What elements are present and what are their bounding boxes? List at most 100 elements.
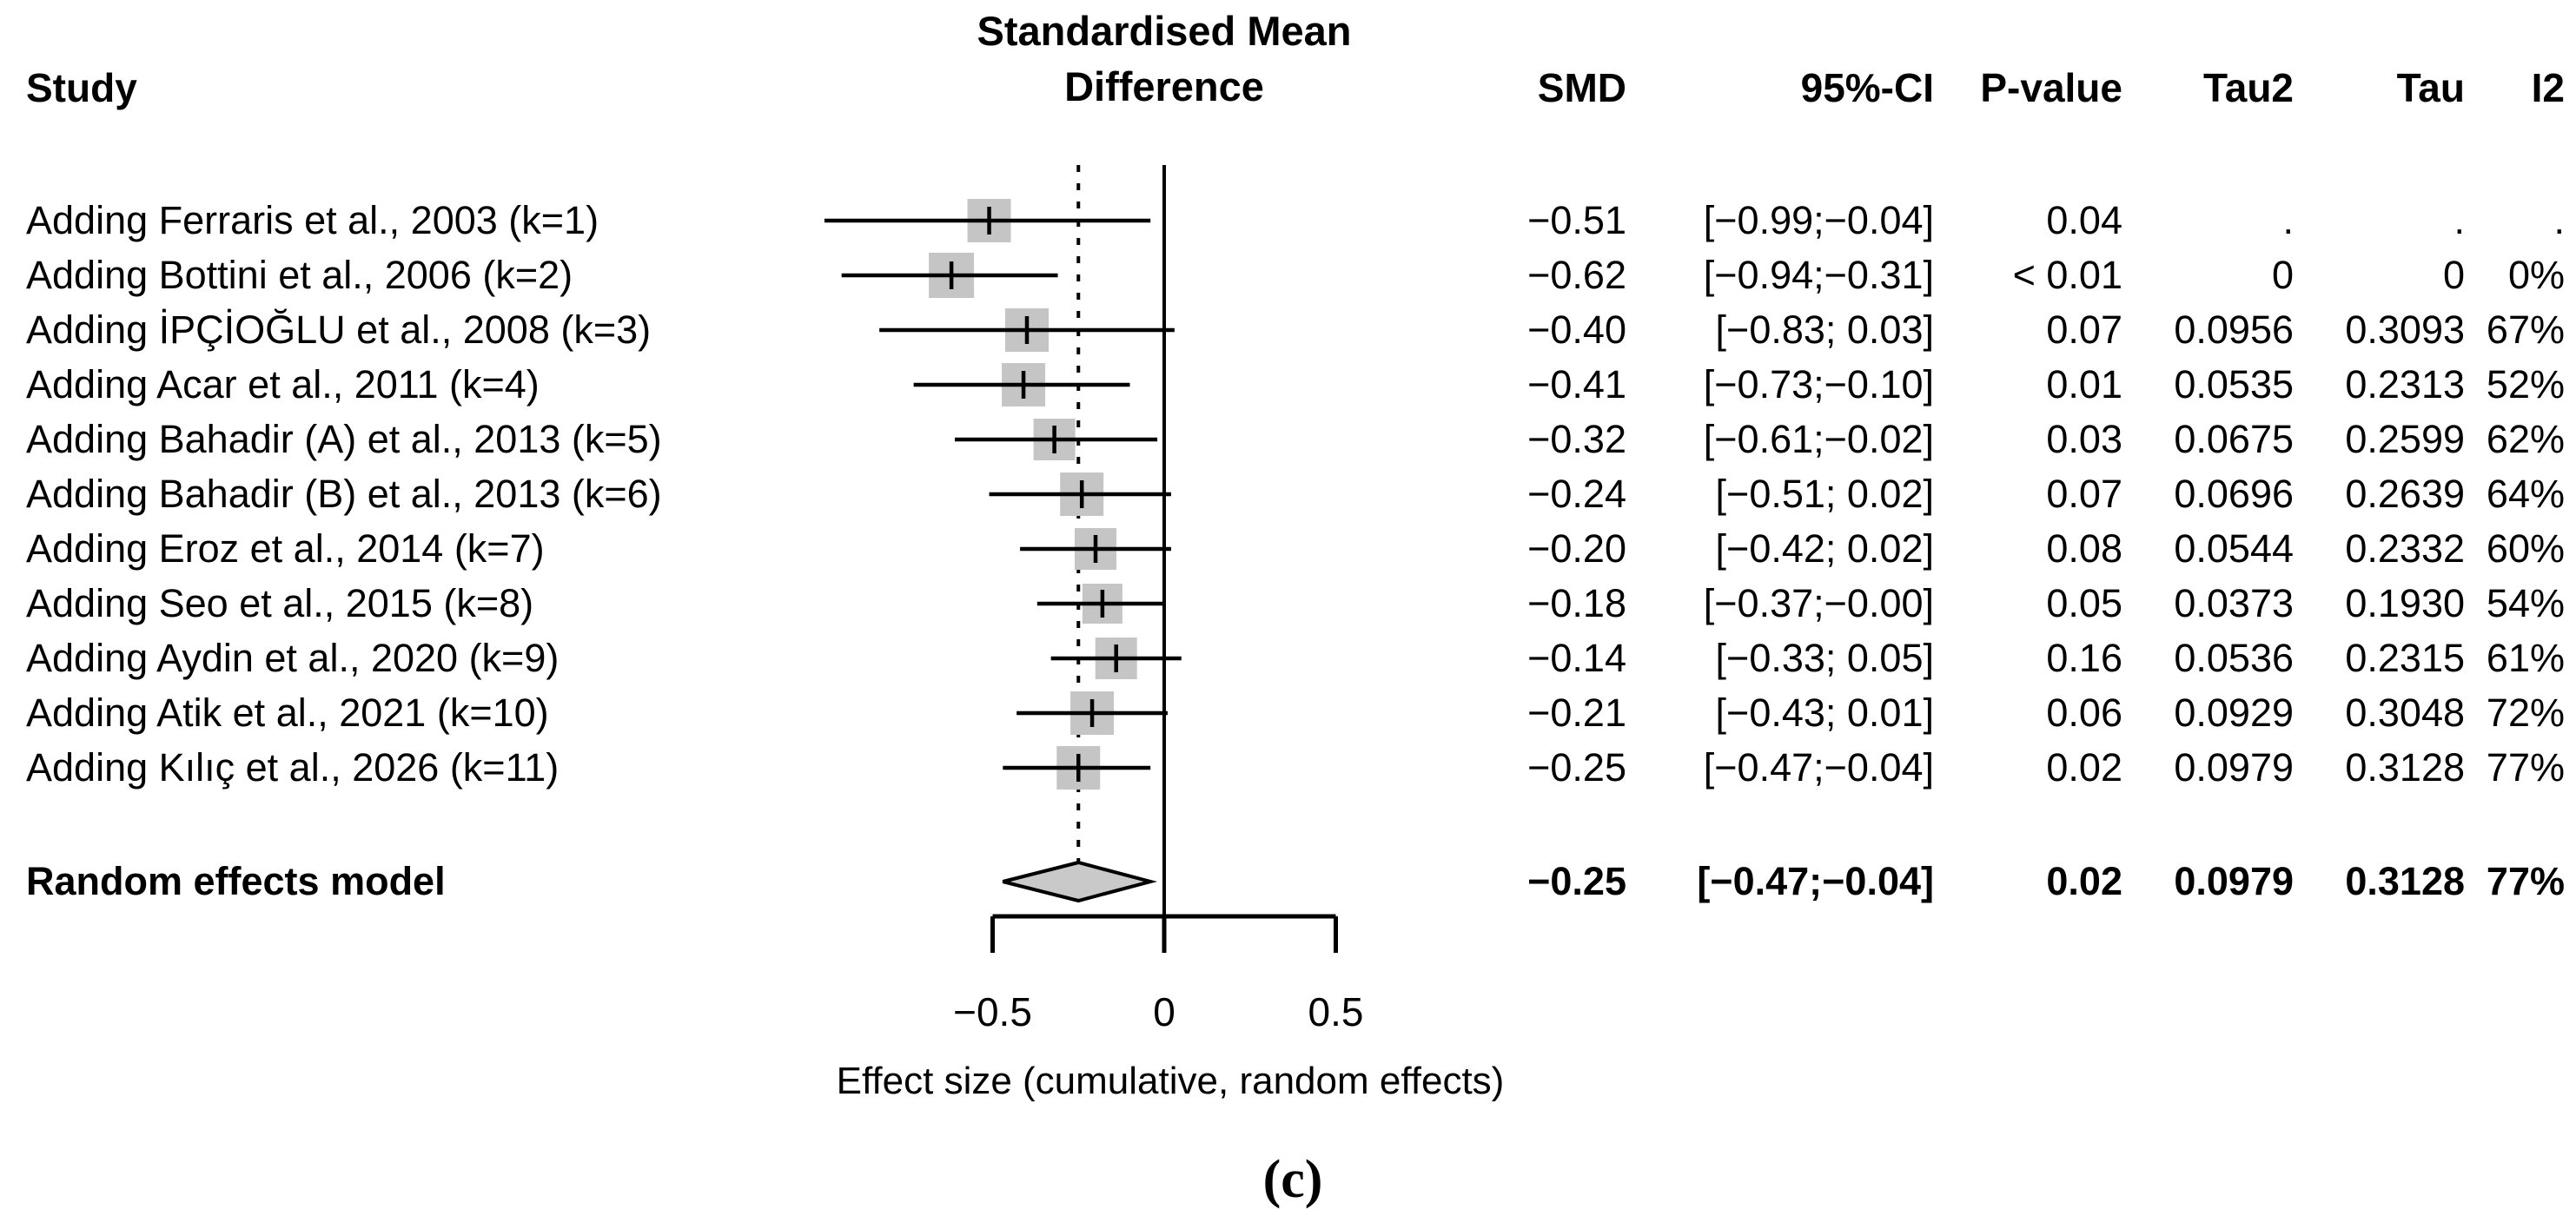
pvalue-value: 0.06 xyxy=(2046,691,2122,735)
study-row: Adding Bahadir (A) et al., 2013 (k=5) −0.… xyxy=(0,413,2576,466)
i2-column-header: I2 xyxy=(2531,65,2565,110)
study-row: Adding Kılıç et al., 2026 (k=11) −0.25 [−0… xyxy=(0,741,2576,795)
pvalue-column-header: P-value xyxy=(1980,65,2122,110)
smd-value: −0.25 xyxy=(1527,745,1626,790)
tau-value: 0.2599 xyxy=(2345,417,2465,461)
tau-value: 0.3128 xyxy=(2345,859,2465,903)
study-label: Adding Seo et al., 2015 (k=8) xyxy=(26,581,534,625)
study-label: Adding Kılıç et al., 2026 (k=11) xyxy=(26,745,560,790)
tau-value: 0.3093 xyxy=(2345,307,2465,352)
study-column-header: Study xyxy=(26,65,137,110)
study-label: Adding Bahadir (B) et al., 2013 (k=6) xyxy=(26,472,662,516)
i2-value: 77% xyxy=(2486,859,2565,903)
ci-value: [−0.51; 0.02] xyxy=(1715,472,1934,516)
i2-value: . xyxy=(2553,198,2565,242)
pooled-row: Random effects model −0.25 [−0.47;−0.04] 0.… xyxy=(0,855,2576,909)
pvalue-value: 0.08 xyxy=(2046,526,2122,571)
study-label: Adding Aydin et al., 2020 (k=9) xyxy=(26,636,560,680)
plot-title-line2: Difference xyxy=(1064,63,1264,109)
pvalue-value: 0.03 xyxy=(2046,417,2122,461)
study-label: Adding Bottini et al., 2006 (k=2) xyxy=(26,253,573,297)
study-label: Adding İPÇİOĞLU et al., 2008 (k=3) xyxy=(26,307,652,352)
tau-value: 0.1930 xyxy=(2345,581,2465,625)
pooled-diamond xyxy=(1002,860,1158,903)
ci-value: [−0.47;−0.04] xyxy=(1703,745,1934,790)
study-row: Adding Ferraris et al., 2003 (k=1) −0.51 [… xyxy=(0,194,2576,248)
study-row: Adding Atik et al., 2021 (k=10) −0.21 [−0.… xyxy=(0,686,2576,740)
tau-value: . xyxy=(2453,198,2465,242)
tau2-value: 0.0929 xyxy=(2174,691,2294,735)
pvalue-value: 0.02 xyxy=(2046,859,2122,903)
study-label: Random effects model xyxy=(26,859,446,903)
tau-value: 0.3128 xyxy=(2345,745,2465,790)
smd-value: −0.32 xyxy=(1527,417,1626,461)
ci-column-header: 95%-CI xyxy=(1800,65,1934,110)
smd-value: −0.14 xyxy=(1527,636,1626,680)
i2-value: 54% xyxy=(2486,581,2565,625)
plot-title-line1: Standardised Mean xyxy=(977,8,1352,54)
study-label: Adding Acar et al., 2011 (k=4) xyxy=(26,362,540,406)
i2-value: 67% xyxy=(2486,307,2565,352)
tau-value: 0.2315 xyxy=(2345,636,2465,680)
pvalue-value: < 0.01 xyxy=(2012,253,2122,297)
i2-value: 52% xyxy=(2486,362,2565,406)
pvalue-value: 0.05 xyxy=(2046,581,2122,625)
study-label: Adding Ferraris et al., 2003 (k=1) xyxy=(26,198,599,242)
tau2-value: 0.0535 xyxy=(2174,362,2294,406)
ci-value: [−0.73;−0.10] xyxy=(1703,362,1934,406)
tau-value: 0.3048 xyxy=(2345,691,2465,735)
ci-value: [−0.83; 0.03] xyxy=(1715,307,1934,352)
smd-value: −0.18 xyxy=(1527,581,1626,625)
study-row: Adding Seo et al., 2015 (k=8) −0.18 [−0.37… xyxy=(0,577,2576,631)
smd-value: −0.62 xyxy=(1527,253,1626,297)
ci-value: [−0.47;−0.04] xyxy=(1697,859,1934,903)
tau2-value: 0.0536 xyxy=(2174,636,2294,680)
ci-value: [−0.99;−0.04] xyxy=(1703,198,1934,242)
smd-value: −0.40 xyxy=(1527,307,1626,352)
smd-value: −0.21 xyxy=(1527,691,1626,735)
tau2-value: 0.0544 xyxy=(2174,526,2294,571)
study-label: Adding Atik et al., 2021 (k=10) xyxy=(26,691,549,735)
study-row: Adding Bahadir (B) et al., 2013 (k=6) −0.… xyxy=(0,467,2576,521)
study-row: Adding Acar et al., 2011 (k=4) −0.41 [−0.7… xyxy=(0,358,2576,412)
tau2-value: 0.0373 xyxy=(2174,581,2294,625)
smd-value: −0.41 xyxy=(1527,362,1626,406)
smd-column-header: SMD xyxy=(1537,65,1626,110)
i2-value: 60% xyxy=(2486,526,2565,571)
tau2-value: 0.0979 xyxy=(2174,745,2294,790)
tau2-value: 0.0696 xyxy=(2174,472,2294,516)
figure-caption: (c) xyxy=(1262,1150,1323,1209)
smd-value: −0.24 xyxy=(1527,472,1626,516)
i2-value: 64% xyxy=(2486,472,2565,516)
pvalue-value: 0.01 xyxy=(2046,362,2122,406)
tau2-column-header: Tau2 xyxy=(2203,65,2294,110)
tau2-value: 0.0956 xyxy=(2174,307,2294,352)
tau2-value: 0.0675 xyxy=(2174,417,2294,461)
ci-value: [−0.61;−0.02] xyxy=(1703,417,1934,461)
ci-value: [−0.33; 0.05] xyxy=(1715,636,1934,680)
ci-value: [−0.37;−0.00] xyxy=(1703,581,1934,625)
tau-value: 0.2332 xyxy=(2345,526,2465,571)
tau-column-header: Tau xyxy=(2396,65,2465,110)
tau-value: 0.2313 xyxy=(2345,362,2465,406)
pvalue-value: 0.16 xyxy=(2046,636,2122,680)
ci-value: [−0.43; 0.01] xyxy=(1715,691,1934,735)
smd-value: −0.51 xyxy=(1527,198,1626,242)
pvalue-value: 0.07 xyxy=(2046,472,2122,516)
i2-value: 0% xyxy=(2507,253,2565,297)
x-axis-tick-label: −0.5 xyxy=(953,989,1032,1034)
tau2-value: 0.0979 xyxy=(2174,859,2294,903)
smd-value: −0.20 xyxy=(1527,526,1626,571)
i2-value: 61% xyxy=(2486,636,2565,680)
column-header-row: Study SMD 95%-CI P-value Tau2 Tau I2 xyxy=(0,61,2576,115)
pvalue-value: 0.07 xyxy=(2046,307,2122,352)
tau-value: 0 xyxy=(2442,253,2465,297)
x-axis-tick-label: 0 xyxy=(1153,989,1175,1034)
pvalue-value: 0.04 xyxy=(2046,198,2122,242)
pvalue-value: 0.02 xyxy=(2046,745,2122,790)
tau2-value: . xyxy=(2282,198,2294,242)
study-row: Adding İPÇİOĞLU et al., 2008 (k=3) −0.40 [… xyxy=(0,303,2576,357)
smd-value: −0.25 xyxy=(1527,859,1626,903)
